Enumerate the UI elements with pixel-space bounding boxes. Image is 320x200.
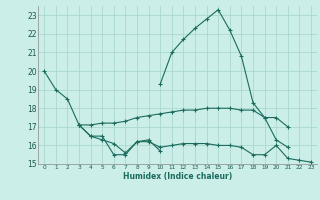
X-axis label: Humidex (Indice chaleur): Humidex (Indice chaleur) — [123, 172, 232, 181]
